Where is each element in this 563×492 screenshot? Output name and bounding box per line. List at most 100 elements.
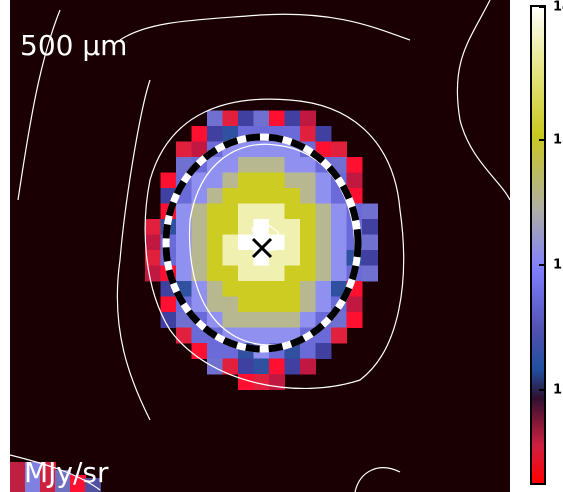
pixel (238, 296, 254, 313)
pixel (284, 110, 301, 127)
pixel (269, 188, 285, 204)
pixel (145, 250, 161, 266)
pixel (362, 203, 378, 220)
pixel (253, 327, 270, 344)
pixel (300, 126, 316, 142)
pixel (346, 312, 363, 328)
pixel (238, 157, 254, 173)
pixel (331, 265, 347, 282)
pixel (207, 203, 223, 220)
pixel (176, 219, 192, 235)
pixel (315, 296, 332, 313)
pixel (315, 343, 332, 359)
pixel (238, 281, 254, 297)
pixel (25, 462, 41, 492)
pixel (269, 358, 285, 375)
colorbar-tick-label: 11 (553, 383, 563, 398)
pixel (269, 219, 285, 235)
pixel (362, 234, 378, 251)
pixel (222, 312, 239, 328)
pixel (207, 110, 223, 127)
pixel (269, 110, 285, 127)
aperture (162, 133, 362, 353)
pixel (284, 250, 301, 266)
pixel (300, 203, 316, 220)
pixel (315, 172, 332, 189)
pixel (300, 250, 316, 266)
pixel (145, 265, 161, 282)
pixel (300, 188, 316, 204)
pixel (207, 358, 223, 375)
pixel (191, 234, 208, 251)
pixel (253, 157, 270, 173)
pixel (269, 250, 285, 266)
pixel (346, 172, 363, 189)
pixel (207, 126, 223, 142)
colorbar-tick-label: 14 (553, 0, 563, 15)
pixel (284, 203, 301, 220)
colorbar-tick-label: 13 (553, 133, 563, 148)
pixel (176, 141, 192, 158)
pixel (191, 141, 208, 158)
pixel (269, 312, 285, 328)
pixel (300, 234, 316, 251)
pixel (222, 281, 239, 297)
pixel (191, 296, 208, 313)
pixel (207, 188, 223, 204)
pixel (331, 219, 347, 235)
pixel (315, 219, 332, 235)
pixel (238, 265, 254, 282)
pixel (269, 296, 285, 313)
pixel (253, 281, 270, 297)
pixel (238, 374, 254, 390)
pixel (362, 265, 378, 282)
pixel (300, 312, 316, 328)
pixel (362, 219, 378, 235)
pixel (207, 234, 223, 251)
pixel (269, 234, 285, 251)
pixel (222, 296, 239, 313)
pixel (253, 374, 270, 390)
pixel (253, 265, 270, 282)
pixel (238, 234, 254, 251)
pixel (315, 126, 332, 142)
pixel (191, 172, 208, 189)
pixel (253, 358, 270, 375)
pixel (238, 172, 254, 189)
pixel (207, 265, 223, 282)
pixel (253, 312, 270, 328)
pixel (207, 219, 223, 235)
pixel (207, 343, 223, 359)
pixel (284, 312, 301, 328)
pixel (269, 327, 285, 344)
pixel (222, 203, 239, 220)
pixel (331, 250, 347, 266)
pixel (191, 250, 208, 266)
pixel (238, 141, 254, 158)
pixel (238, 219, 254, 235)
pixel (55, 470, 71, 492)
pixel (238, 110, 254, 127)
pixel (222, 219, 239, 235)
pixel (176, 327, 192, 344)
pixel (300, 358, 316, 375)
pixel (300, 296, 316, 313)
pixel (222, 188, 239, 204)
center-marker (251, 237, 273, 259)
pixel (222, 234, 239, 251)
pixel (284, 234, 301, 251)
pixel (269, 172, 285, 189)
pixel (315, 281, 332, 297)
pixel (331, 203, 347, 220)
pixel (238, 188, 254, 204)
pixel (315, 203, 332, 220)
pixel (284, 157, 301, 173)
pixel (300, 343, 316, 359)
pixel (191, 203, 208, 220)
pixel (346, 157, 363, 173)
colorbar (530, 5, 546, 485)
pixel (284, 219, 301, 235)
pixel (176, 234, 192, 251)
pixel (253, 296, 270, 313)
